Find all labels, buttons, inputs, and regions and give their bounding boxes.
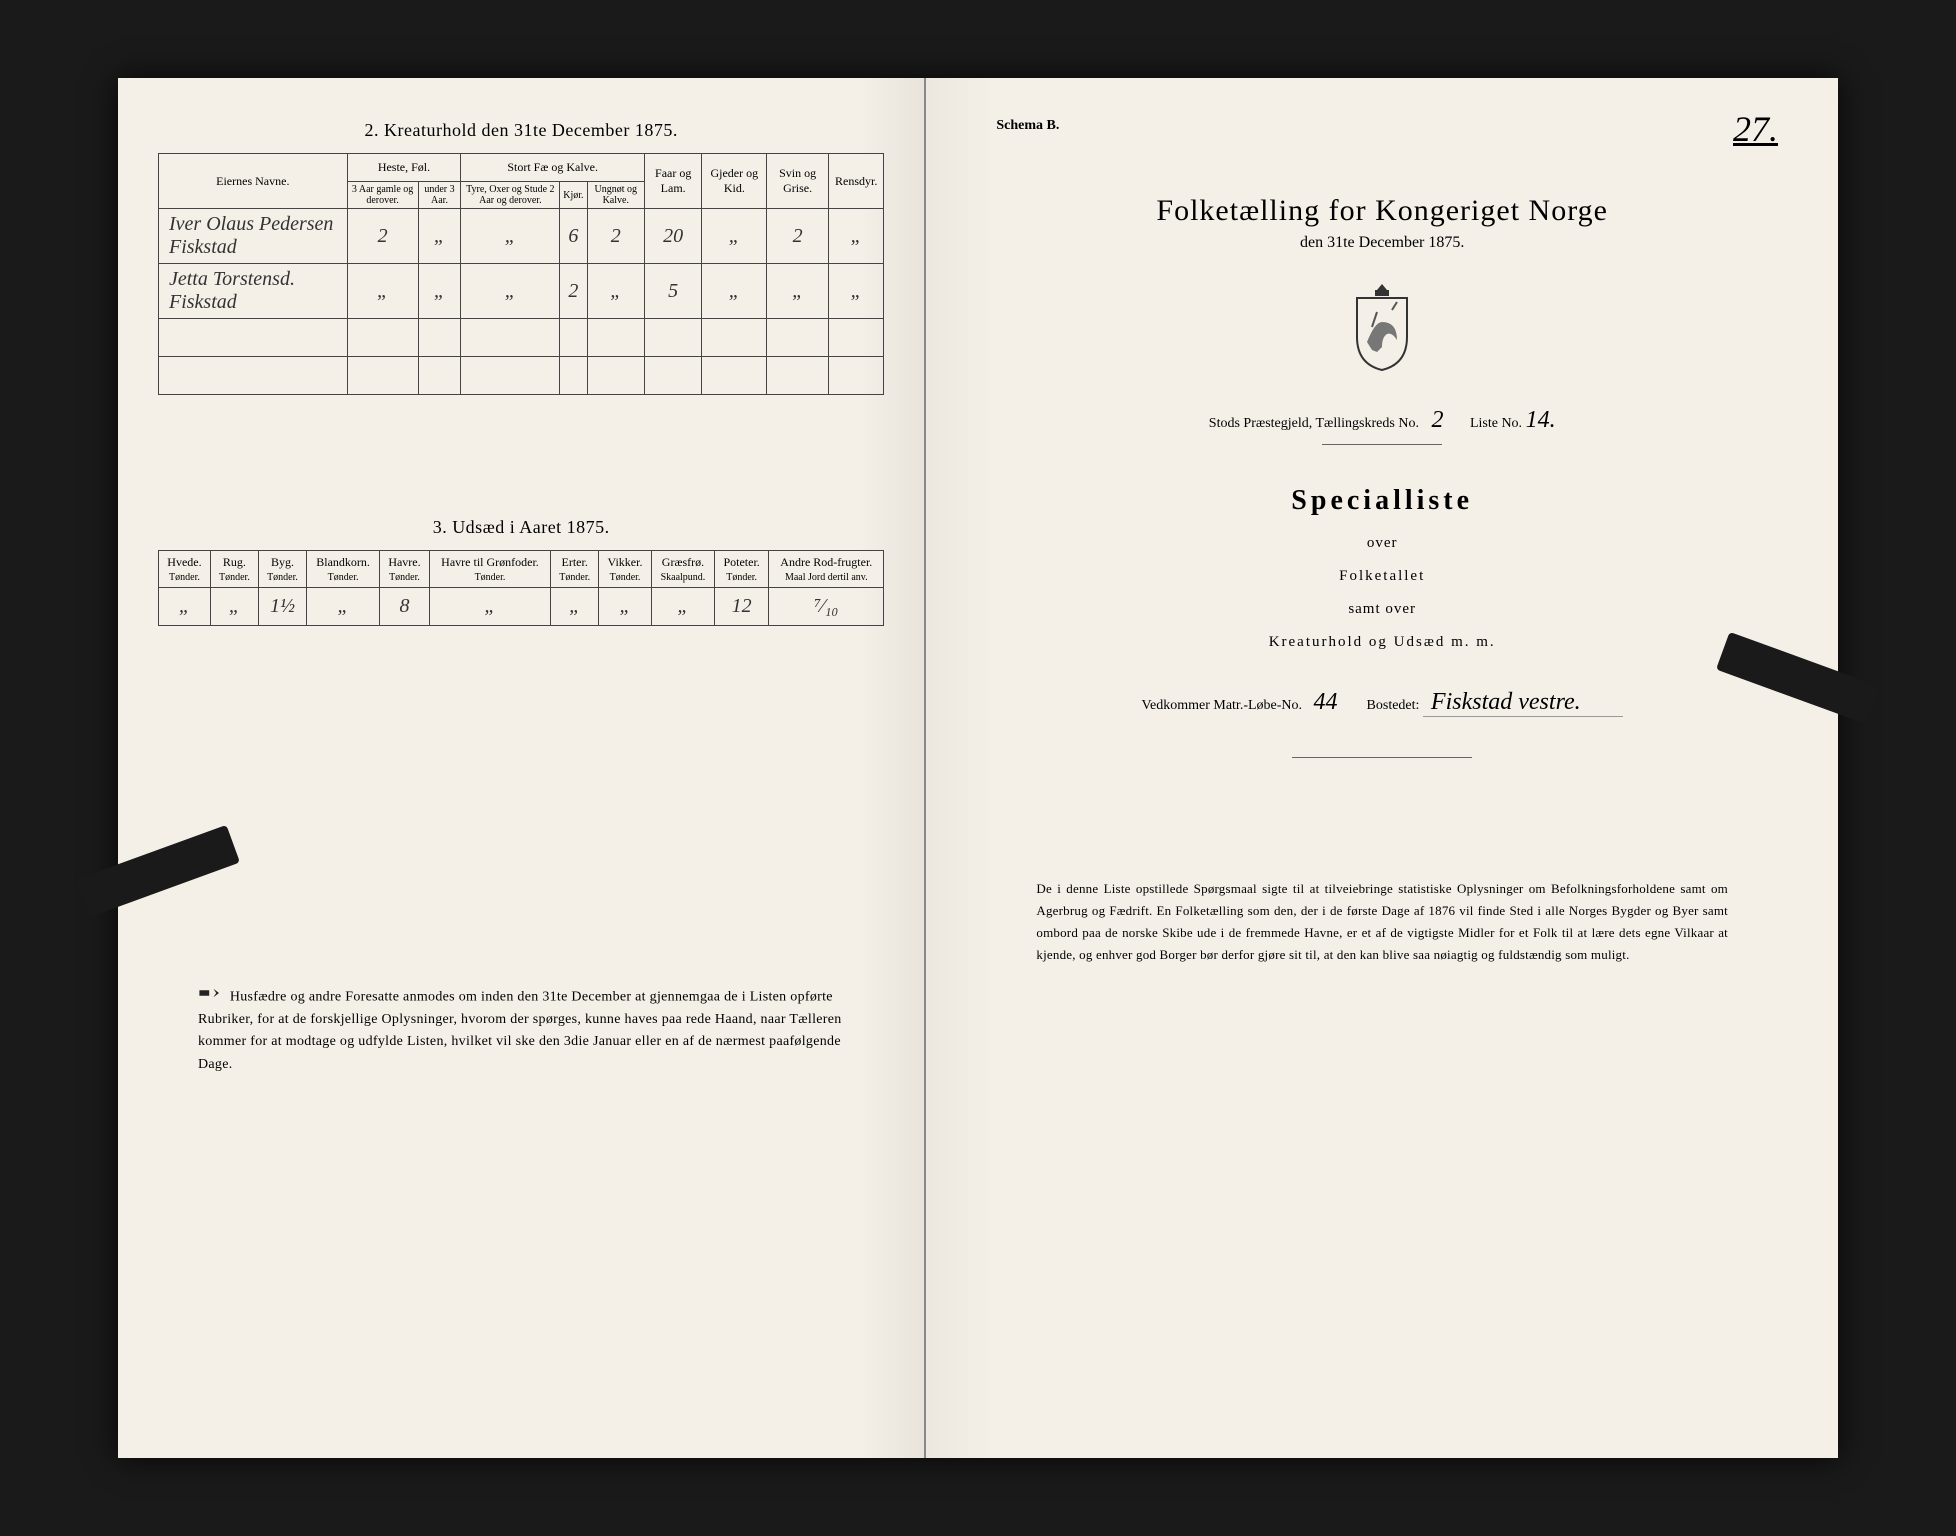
sub-stort3: Ungnøt og Kalve. xyxy=(587,182,644,209)
col-gjeder: Gjeder og Kid. xyxy=(702,154,767,209)
over2: Folketallet xyxy=(966,560,1798,593)
sub-title: den 31te December 1875. xyxy=(966,234,1798,252)
col-group-heste: Heste, Føl. xyxy=(347,154,461,182)
col: Vikker.Tønder. xyxy=(599,551,652,588)
district-prefix: Stods Præstegjeld, Tællingskreds No. xyxy=(1209,416,1419,431)
cell: „ xyxy=(587,264,644,319)
cell: „ xyxy=(461,264,560,319)
cell: 2 xyxy=(347,209,418,264)
cell: „ xyxy=(418,264,461,319)
cell: „ xyxy=(828,209,883,264)
sub-stort2: Kjør. xyxy=(560,182,587,209)
cell: „ xyxy=(307,588,380,626)
col: Andre Rod-frugter.Maal Jord dertil anv. xyxy=(769,551,884,588)
cell: 2 xyxy=(560,264,587,319)
col: Havre til Grønfoder.Tønder. xyxy=(429,551,550,588)
cell: 12 xyxy=(715,588,769,626)
cell: „ xyxy=(461,209,560,264)
col: Græsfrø.Skaalpund. xyxy=(651,551,714,588)
col: Hvede.Tønder. xyxy=(159,551,211,588)
main-title: Folketælling for Kongeriget Norge xyxy=(966,194,1798,228)
matr-line: Vedkommer Matr.-Løbe-No. 44 Bostedet: Fi… xyxy=(966,689,1798,717)
bostedet-value: Fiskstad vestre. xyxy=(1423,689,1623,717)
cell: „ xyxy=(347,264,418,319)
right-paragraph: De i denne Liste opstillede Spørgsmaal s… xyxy=(966,878,1798,966)
over-lines: over Folketallet samt over Kreaturhold o… xyxy=(966,527,1798,659)
cell: „ xyxy=(429,588,550,626)
right-page: Schema B. 27. Folketælling for Kongerige… xyxy=(926,78,1838,1458)
bostedet-label: Bostedet: xyxy=(1367,698,1420,713)
col: Erter.Tønder. xyxy=(551,551,599,588)
left-footnote: Husfædre og andre Foresatte anmodes om i… xyxy=(158,986,884,1076)
coat-of-arms-icon xyxy=(966,282,1798,377)
kreatur-table: Eiernes Navne. Heste, Føl. Stort Fæ og K… xyxy=(158,153,884,395)
left-page: 2. Kreaturhold den 31te December 1875. E… xyxy=(118,78,926,1458)
col: Blandkorn.Tønder. xyxy=(307,551,380,588)
cell: „ xyxy=(828,264,883,319)
section3-title: 3. Udsæd i Aaret 1875. xyxy=(158,517,884,538)
sub-heste1: 3 Aar gamle og derover. xyxy=(347,182,418,209)
schema-label: Schema B. xyxy=(996,118,1798,134)
cell: „ xyxy=(210,588,258,626)
section2-title: 2. Kreaturhold den 31te December 1875. xyxy=(158,120,884,141)
cell: „ xyxy=(551,588,599,626)
cell: „ xyxy=(418,209,461,264)
table-row: Iver Olaus Pedersen Fiskstad 2 „ „ 6 2 2… xyxy=(159,209,884,264)
col: Rug.Tønder. xyxy=(210,551,258,588)
cell: „ xyxy=(159,588,211,626)
table-row-empty xyxy=(159,319,884,357)
sub-heste2: under 3 Aar. xyxy=(418,182,461,209)
cell: 2 xyxy=(587,209,644,264)
sub-stort1: Tyre, Oxer og Stude 2 Aar og derover. xyxy=(461,182,560,209)
cell: „ xyxy=(651,588,714,626)
cell: 1½ xyxy=(258,588,306,626)
divider xyxy=(1322,444,1442,445)
district-line: Stods Præstegjeld, Tællingskreds No. 2 L… xyxy=(966,407,1798,434)
udsaed-header: Hvede.Tønder. Rug.Tønder. Byg.Tønder. Bl… xyxy=(159,551,884,588)
col-faar: Faar og Lam. xyxy=(644,154,701,209)
col-group-stort: Stort Fæ og Kalve. xyxy=(461,154,645,182)
table-row: Jetta Torstensd. Fiskstad „ „ „ 2 „ 5 „ … xyxy=(159,264,884,319)
col: Byg.Tønder. xyxy=(258,551,306,588)
udsaed-row: „ „ 1½ „ 8 „ „ „ „ 12 ⁷⁄₁₀ xyxy=(159,588,884,626)
cell: „ xyxy=(599,588,652,626)
page-number: 27. xyxy=(1733,108,1778,150)
cell: 20 xyxy=(644,209,701,264)
liste-label: Liste No. xyxy=(1470,416,1522,431)
district-no: 2 xyxy=(1422,407,1452,434)
cell: 2 xyxy=(767,209,829,264)
divider xyxy=(1292,757,1472,758)
book-spread: 2. Kreaturhold den 31te December 1875. E… xyxy=(118,78,1838,1458)
over1: over xyxy=(966,527,1798,560)
cell: 5 xyxy=(644,264,701,319)
cell: „ xyxy=(767,264,829,319)
col-ren: Rensdyr. xyxy=(828,154,883,209)
col-eier: Eiernes Navne. xyxy=(159,154,348,209)
table-row-empty xyxy=(159,357,884,395)
cell: „ xyxy=(702,264,767,319)
over4: Kreaturhold og Udsæd m. m. xyxy=(966,626,1798,659)
footnote-text: Husfædre og andre Foresatte anmodes om i… xyxy=(198,989,842,1071)
matr-no: 44 xyxy=(1306,689,1346,716)
col: Havre.Tønder. xyxy=(380,551,430,588)
matr-label: Vedkommer Matr.-Løbe-No. xyxy=(1141,698,1302,713)
cell: 8 xyxy=(380,588,430,626)
pointing-hand-icon xyxy=(198,986,226,1008)
over3: samt over xyxy=(966,593,1798,626)
cell: „ xyxy=(702,209,767,264)
cell-name: Jetta Torstensd. Fiskstad xyxy=(159,264,348,319)
cell: ⁷⁄₁₀ xyxy=(769,588,884,626)
udsaed-table: Hvede.Tønder. Rug.Tønder. Byg.Tønder. Bl… xyxy=(158,550,884,626)
cell: 6 xyxy=(560,209,587,264)
cell-name: Iver Olaus Pedersen Fiskstad xyxy=(159,209,348,264)
col: Poteter.Tønder. xyxy=(715,551,769,588)
specialliste-heading: Specialliste xyxy=(966,485,1798,517)
liste-no: 14. xyxy=(1526,407,1556,434)
col-svin: Svin og Grise. xyxy=(767,154,829,209)
